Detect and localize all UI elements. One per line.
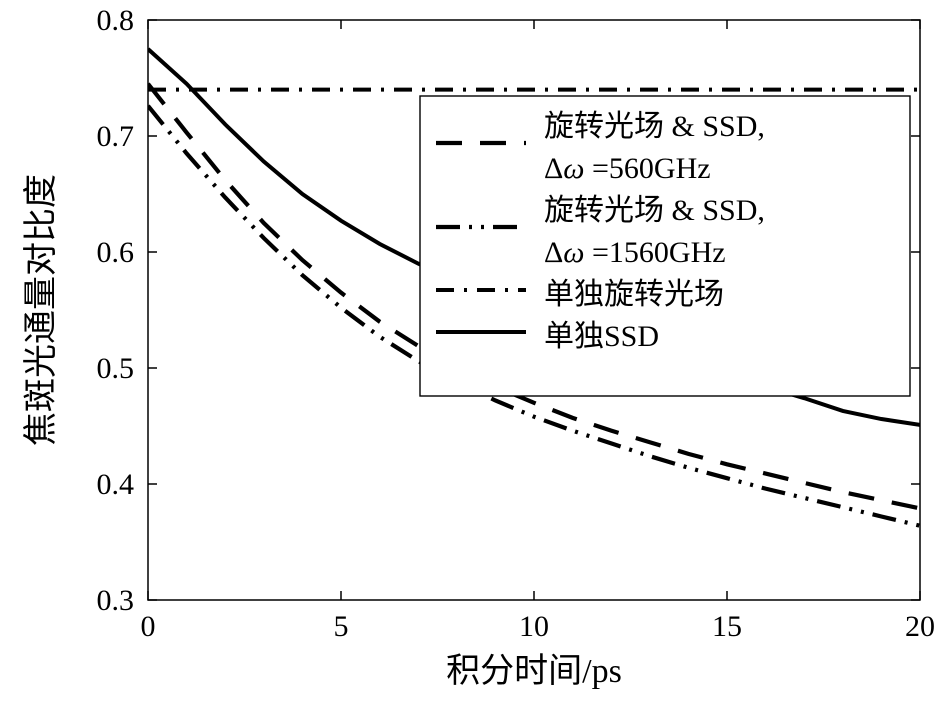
x-axis-label: 积分时间/ps [446, 653, 622, 690]
chart-container: 0 5 10 15 20 0.3 0.4 0.5 0.6 0.7 0.8 旋转光场 & SSD, Δω … [0, 0, 950, 703]
y-tick-label: 0.5 [97, 352, 135, 385]
legend-label: Δω =560GHz [544, 152, 711, 185]
x-tick-label: 15 [712, 610, 742, 643]
legend-label: Δω =1560GHz [544, 236, 726, 269]
legend-label: 单独SSD [544, 320, 659, 353]
legend: 旋转光场 & SSD, Δω =560GHz 旋转光场 & SSD, Δω =1560… [420, 96, 910, 396]
x-tick-label: 0 [141, 610, 156, 643]
y-tick-label: 0.4 [97, 468, 135, 501]
x-tick-label: 20 [905, 610, 935, 643]
x-tick-label: 5 [334, 610, 349, 643]
y-tick-label: 0.8 [97, 4, 135, 37]
y-axis-label: 焦斑光通量对比度 [22, 174, 60, 446]
y-tick-label: 0.7 [97, 120, 135, 153]
legend-label: 单独旋转光场 [544, 278, 724, 311]
legend-label: 旋转光场 & SSD, [544, 194, 765, 227]
y-tick-label: 0.6 [97, 236, 135, 269]
y-tick-label: 0.3 [97, 584, 135, 617]
legend-label: 旋转光场 & SSD, [544, 110, 765, 143]
x-tick-label: 10 [519, 610, 549, 643]
line-chart: 0 5 10 15 20 0.3 0.4 0.5 0.6 0.7 0.8 旋转光场 & SSD, Δω … [0, 0, 950, 703]
